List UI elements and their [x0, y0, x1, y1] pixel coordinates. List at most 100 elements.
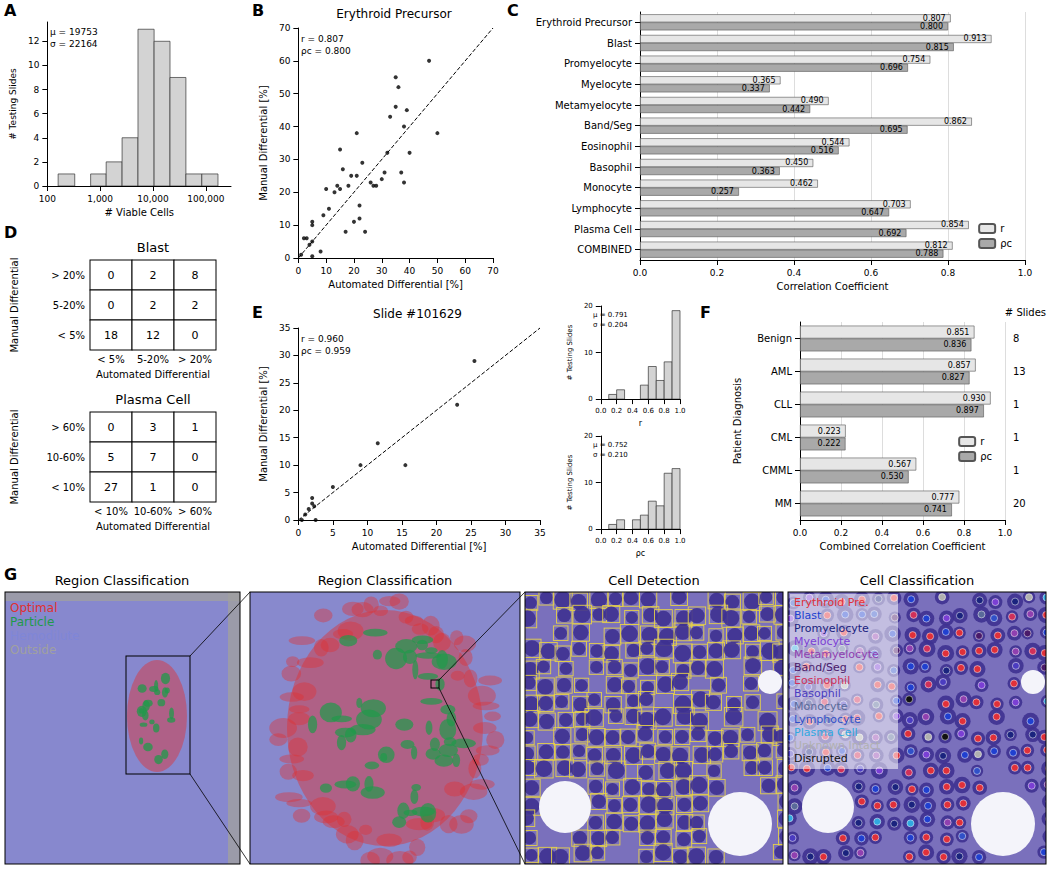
svg-text:20: 20	[584, 432, 593, 440]
svg-text:r = 0.960: r = 0.960	[301, 334, 344, 344]
svg-text:Cell Detection: Cell Detection	[608, 573, 700, 588]
svg-text:18: 18	[104, 329, 118, 342]
svg-text:< 10%: < 10%	[94, 506, 128, 517]
svg-text:0.815: 0.815	[926, 43, 949, 52]
svg-text:70: 70	[487, 266, 499, 276]
svg-text:0.363: 0.363	[752, 167, 775, 176]
svg-text:0: 0	[192, 451, 199, 464]
svg-text:Promyelocyte: Promyelocyte	[794, 622, 869, 635]
svg-text:ρc: ρc	[980, 451, 992, 462]
svg-text:50: 50	[432, 266, 444, 276]
svg-text:σ = 22164: σ = 22164	[50, 39, 98, 49]
svg-text:Combined Correlation Coefficie: Combined Correlation Coefficient	[820, 541, 986, 552]
svg-text:Slide #101629: Slide #101629	[373, 307, 462, 321]
svg-text:10: 10	[320, 266, 332, 276]
svg-text:10: 10	[584, 349, 593, 357]
svg-text:20: 20	[279, 187, 291, 197]
svg-text:0.0: 0.0	[633, 268, 648, 278]
svg-text:1.0: 1.0	[1018, 268, 1033, 278]
svg-text:12: 12	[28, 36, 39, 46]
svg-text:0.827: 0.827	[942, 373, 965, 382]
svg-text:Basophil: Basophil	[794, 687, 841, 700]
svg-text:0.450: 0.450	[785, 158, 808, 167]
svg-text:13: 13	[1013, 366, 1026, 377]
svg-text:1,000: 1,000	[87, 194, 113, 204]
svg-text:0.222: 0.222	[818, 439, 841, 448]
svg-text:r: r	[639, 419, 643, 428]
svg-text:Manual Differential: Manual Differential	[9, 409, 20, 504]
svg-text:E: E	[252, 303, 263, 322]
svg-text:μ = 0.752: μ = 0.752	[593, 441, 628, 449]
svg-text:20: 20	[348, 266, 360, 276]
svg-text:10: 10	[28, 60, 40, 70]
svg-text:0.337: 0.337	[742, 84, 765, 93]
svg-text:ρc: ρc	[1000, 238, 1012, 249]
svg-text:r: r	[980, 436, 985, 447]
svg-text:Metamyelocyte: Metamyelocyte	[794, 648, 879, 661]
svg-text:0.516: 0.516	[811, 146, 834, 155]
svg-text:0.223: 0.223	[818, 427, 841, 436]
svg-text:30: 30	[376, 266, 388, 276]
svg-text:Band/Seg: Band/Seg	[584, 120, 632, 131]
svg-text:12: 12	[146, 329, 160, 342]
svg-text:0.442: 0.442	[782, 105, 805, 114]
svg-text:ρc: ρc	[636, 549, 645, 558]
svg-text:Automated Differential [%]: Automated Differential [%]	[328, 279, 463, 290]
svg-text:Correlation Coefficient: Correlation Coefficient	[777, 281, 889, 292]
svg-text:Patient Diagnosis: Patient Diagnosis	[732, 378, 743, 465]
svg-text:0.567: 0.567	[888, 460, 911, 469]
svg-text:< 10%: < 10%	[51, 482, 85, 493]
svg-text:Plasma Cell: Plasma Cell	[794, 726, 858, 739]
svg-text:F: F	[700, 303, 711, 322]
svg-text:σ = 0.210: σ = 0.210	[593, 451, 628, 459]
svg-text:CMML: CMML	[762, 465, 792, 476]
svg-text:0: 0	[108, 269, 115, 282]
svg-text:0.788: 0.788	[915, 249, 938, 258]
svg-text:0: 0	[285, 253, 291, 263]
svg-text:μ = 0.791: μ = 0.791	[593, 311, 628, 319]
svg-text:100: 100	[39, 194, 56, 204]
svg-text:1.0: 1.0	[674, 537, 685, 545]
svg-text:Benign: Benign	[757, 333, 792, 344]
svg-text:0.462: 0.462	[790, 179, 813, 188]
svg-text:20: 20	[1013, 498, 1026, 509]
svg-text:1.0: 1.0	[998, 528, 1013, 538]
svg-text:8: 8	[1013, 333, 1019, 344]
svg-text:Automated Differential: Automated Differential	[96, 521, 210, 532]
svg-text:6: 6	[34, 109, 40, 119]
svg-text:Erythroid Pre.: Erythroid Pre.	[794, 596, 869, 609]
svg-text:10: 10	[584, 479, 593, 487]
svg-text:0.4: 0.4	[627, 407, 639, 415]
svg-text:< 5%: < 5%	[58, 330, 85, 341]
svg-text:50: 50	[279, 89, 291, 99]
svg-text:8: 8	[192, 269, 199, 282]
svg-text:Optimal: Optimal	[10, 601, 57, 615]
svg-text:Manual Differential: Manual Differential	[9, 257, 20, 352]
svg-text:35: 35	[279, 323, 290, 333]
svg-text:10-60%: 10-60%	[134, 506, 173, 517]
svg-text:2: 2	[150, 269, 157, 282]
svg-text:Band/Seg: Band/Seg	[794, 661, 847, 674]
svg-text:0.836: 0.836	[943, 340, 966, 349]
svg-text:# Testing Slides: # Testing Slides	[8, 68, 18, 140]
svg-text:1: 1	[150, 481, 157, 494]
svg-text:r: r	[1000, 223, 1005, 234]
svg-text:0.8: 0.8	[659, 537, 670, 545]
svg-text:G: G	[4, 565, 17, 584]
svg-text:0.741: 0.741	[924, 505, 947, 514]
svg-text:μ = 19753: μ = 19753	[50, 27, 98, 37]
svg-text:Plasma Cell: Plasma Cell	[574, 224, 632, 235]
svg-text:0.854: 0.854	[941, 220, 964, 229]
svg-text:CLL: CLL	[774, 399, 793, 410]
svg-text:0.930: 0.930	[963, 394, 986, 403]
svg-text:0.695: 0.695	[880, 125, 903, 134]
svg-text:0: 0	[588, 395, 592, 403]
svg-text:Automated Differential [%]: Automated Differential [%]	[352, 541, 487, 552]
svg-text:15: 15	[279, 433, 290, 443]
svg-text:Erythroid Precursor: Erythroid Precursor	[336, 7, 452, 21]
svg-text:0.647: 0.647	[861, 208, 884, 217]
svg-text:10: 10	[279, 220, 291, 230]
svg-text:> 20%: > 20%	[178, 354, 212, 365]
svg-text:5-20%: 5-20%	[137, 354, 169, 365]
svg-text:0.857: 0.857	[948, 361, 971, 370]
